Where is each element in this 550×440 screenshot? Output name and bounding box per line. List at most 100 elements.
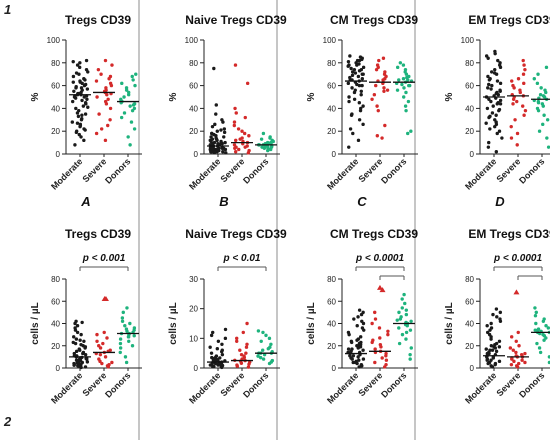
y-tick-label: 10 bbox=[189, 334, 198, 343]
panel-4: EM Tregs CD39020406080100%ModerateSevere… bbox=[444, 13, 550, 209]
y-tick-label: 100 bbox=[47, 36, 61, 45]
data-point bbox=[485, 106, 490, 111]
data-point bbox=[102, 330, 106, 335]
data-point bbox=[539, 86, 543, 90]
data-point bbox=[219, 139, 223, 144]
data-point bbox=[95, 95, 99, 99]
data-point bbox=[98, 346, 103, 350]
data-point bbox=[357, 358, 361, 362]
data-point bbox=[101, 296, 108, 302]
y-tick-label: 40 bbox=[327, 104, 336, 113]
data-point bbox=[120, 81, 124, 86]
data-point bbox=[108, 348, 112, 352]
data-point bbox=[348, 54, 352, 58]
data-point bbox=[377, 58, 381, 63]
data-point bbox=[547, 355, 550, 359]
data-point bbox=[74, 349, 79, 354]
data-point bbox=[521, 72, 526, 76]
data-point bbox=[261, 357, 266, 361]
data-point bbox=[78, 65, 82, 70]
data-point bbox=[103, 138, 108, 143]
data-point bbox=[208, 363, 213, 367]
row-label-1: 1 bbox=[4, 2, 12, 17]
data-point bbox=[247, 134, 251, 138]
data-point bbox=[521, 104, 525, 108]
data-point bbox=[523, 108, 528, 113]
data-point bbox=[372, 93, 377, 97]
y-tick-label: 60 bbox=[327, 297, 336, 306]
data-point bbox=[497, 129, 502, 133]
chart-title: Tregs CD39 bbox=[65, 13, 131, 27]
data-point bbox=[99, 127, 104, 131]
y-tick-label: 20 bbox=[51, 342, 60, 351]
data-point bbox=[81, 350, 86, 355]
data-point bbox=[489, 326, 494, 330]
data-point bbox=[346, 81, 351, 86]
data-point bbox=[258, 355, 263, 360]
data-point bbox=[495, 90, 499, 95]
data-point bbox=[268, 345, 272, 349]
data-point bbox=[381, 56, 386, 60]
data-point bbox=[126, 335, 131, 339]
data-point bbox=[353, 71, 358, 75]
data-point bbox=[243, 115, 247, 120]
data-point bbox=[132, 334, 136, 338]
data-point bbox=[131, 103, 136, 107]
data-point bbox=[541, 94, 546, 98]
data-point bbox=[74, 71, 79, 75]
x-category-label: Moderate bbox=[187, 156, 222, 191]
data-point bbox=[77, 347, 81, 351]
data-point bbox=[240, 129, 244, 133]
data-point bbox=[532, 77, 536, 81]
data-point bbox=[488, 348, 492, 352]
data-point bbox=[134, 72, 138, 76]
data-point bbox=[347, 95, 351, 99]
data-point bbox=[357, 83, 362, 88]
data-point bbox=[237, 147, 241, 152]
data-point bbox=[75, 324, 80, 328]
data-point bbox=[395, 65, 400, 70]
data-point bbox=[94, 79, 99, 83]
data-point bbox=[261, 131, 266, 136]
data-point bbox=[352, 317, 356, 321]
data-point bbox=[79, 332, 83, 337]
data-point bbox=[245, 321, 249, 326]
data-point bbox=[373, 317, 378, 321]
y-tick-label: 60 bbox=[51, 82, 60, 91]
data-point bbox=[110, 63, 114, 67]
data-point bbox=[406, 99, 411, 104]
data-point bbox=[74, 85, 78, 89]
data-point bbox=[233, 63, 238, 67]
data-point bbox=[355, 324, 359, 328]
data-point bbox=[517, 361, 521, 366]
data-point bbox=[359, 106, 363, 111]
data-point bbox=[245, 144, 249, 148]
data-point bbox=[236, 127, 241, 131]
y-tick-label: 80 bbox=[465, 59, 474, 68]
data-point bbox=[118, 337, 123, 341]
data-point bbox=[235, 339, 239, 343]
data-point bbox=[269, 342, 273, 346]
data-point bbox=[358, 55, 363, 59]
data-point bbox=[208, 345, 212, 349]
data-point bbox=[498, 61, 502, 65]
data-point bbox=[220, 342, 224, 346]
data-point bbox=[347, 99, 351, 104]
data-point bbox=[408, 357, 412, 361]
data-point bbox=[489, 358, 493, 362]
data-point bbox=[209, 150, 213, 154]
data-point bbox=[360, 326, 365, 330]
data-point bbox=[214, 103, 218, 107]
data-point bbox=[384, 358, 389, 362]
data-point bbox=[489, 87, 493, 91]
data-point bbox=[212, 66, 216, 71]
data-point bbox=[97, 357, 101, 361]
data-point bbox=[223, 147, 228, 152]
data-point bbox=[74, 337, 79, 341]
data-point bbox=[104, 86, 108, 90]
data-point bbox=[101, 341, 105, 346]
data-point bbox=[361, 72, 365, 76]
y-tick-label: 60 bbox=[189, 82, 198, 91]
data-point bbox=[223, 327, 228, 332]
data-point bbox=[353, 360, 358, 365]
